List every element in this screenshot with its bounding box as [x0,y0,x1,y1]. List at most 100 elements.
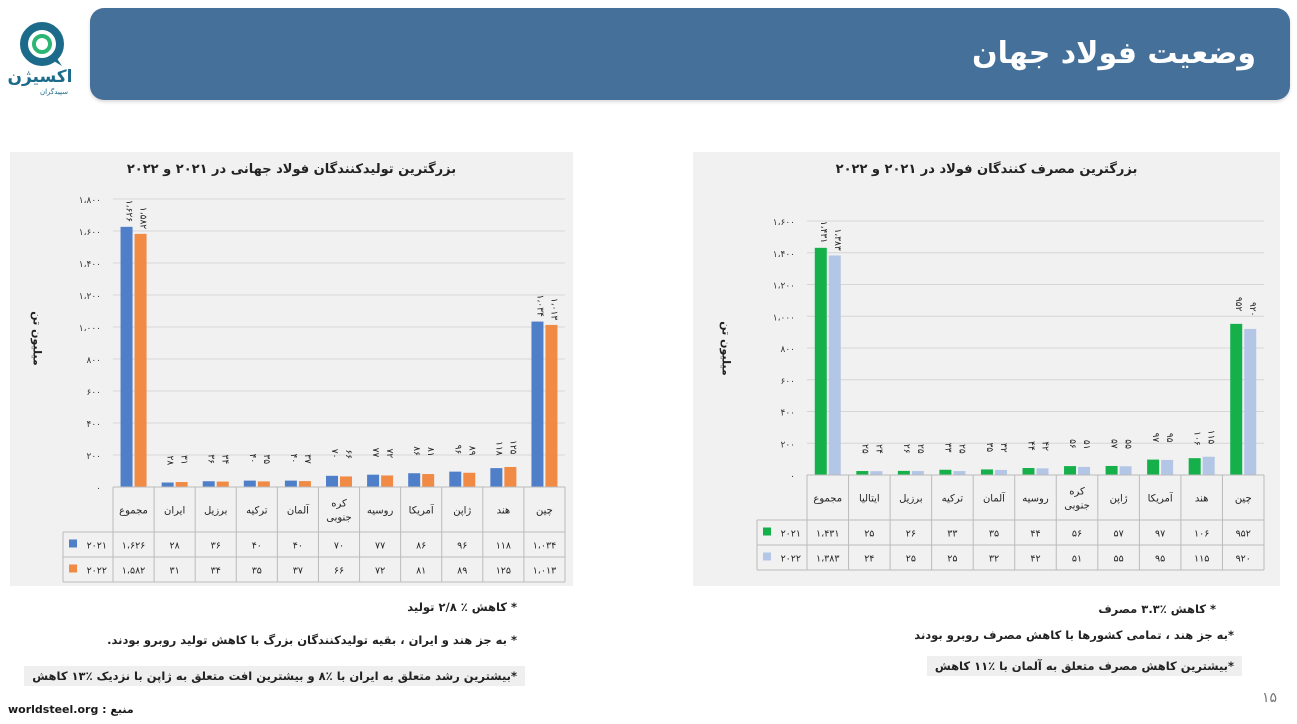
production-chart-title: بزرگترین تولیدکنندگان فولاد جهانی در ۲۰۲… [126,162,457,177]
production-table-value: ٣۵ [252,566,262,577]
production-table-value: ٣۶ [211,541,221,552]
source-label: worldsteel.org : منبع [8,703,134,716]
production-data-label: ٧٢ [384,448,394,458]
production-data-label: ١٢۵ [507,440,517,455]
consumption-bar [1078,466,1091,475]
consumption-table-value: ٢۴ [864,554,874,565]
production-bar [449,471,462,487]
consumption-category-label: جنوبی [1064,501,1089,512]
production-chart: ٠ ٢٠٠ ۴٠٠ ۶٠٠ ٨٠٠ ١،٠٠٠ ١،٢٠٠ ١،۴٠٠ ١،۶٠٠ ١،٨٠٠ ١،… [62,196,566,583]
consumption-data-label: ٩٢٠ [1247,302,1257,317]
production-category-label: برزیل [204,506,228,517]
production-bar [298,481,311,487]
consumption-table-value: ۵١ [1072,554,1082,565]
production-y-tick-label: ١،۴٠٠ [79,260,101,270]
production-note-1: * کاهش ٪ ۲/۸ تولید [407,600,517,614]
production-bar [326,475,338,487]
consumption-data-label: ٣٣ [942,443,952,453]
consumption-category-label: برزیل [899,494,923,505]
consumption-legend-swatch [763,552,771,561]
production-data-label: ٣۴ [220,455,230,465]
production-table-value: ۴٠ [252,541,262,552]
production-table-value: ٧٧ [375,541,385,552]
consumption-bar [1119,466,1132,475]
consumption-data-label: ٣۵ [984,442,994,452]
production-bar [257,481,270,487]
production-category-label: ژاپن [453,506,471,517]
production-data-label: ١،۵٨٢ [138,207,148,229]
consumption-bar [994,469,1007,475]
production-data-label: ٨٩ [466,446,476,456]
consumption-note-1: * کاهش ٪۳.۳ مصرف [1098,602,1216,616]
production-table-value: ١،٠١٣ [533,566,556,577]
consumption-legend-label: ۲۰۲۱ [781,529,801,540]
production-bar [175,482,188,487]
production-category-label: ایران [164,506,185,517]
production-bar [134,233,147,487]
consumption-table-value: ٣٣ [947,529,957,540]
production-data-label: ۶۶ [343,449,353,459]
production-bar [531,321,544,487]
production-bar [243,480,256,487]
consumption-table-value: ١،٣٨٣ [816,554,839,565]
production-table-value: ١١٨ [496,541,511,552]
consumption-chart-panel: بزرگترین مصرف کنندگان فولاد در ۲۰۲۱ و ۲۰… [693,152,1280,586]
production-bar [490,468,503,487]
consumption-bar [1244,328,1257,475]
consumption-table-value: ٩٧ [1155,529,1165,540]
consumption-bar [1147,459,1160,475]
consumption-category-label: روسیه [1022,494,1049,505]
consumption-note-3: *بیشترین کاهش مصرف متعلق به آلمان با ٪۱۱… [926,656,1242,676]
consumption-y-tick-label: ١،۴٠٠ [773,250,795,260]
consumption-y-tick-label: ٢٠٠ [780,440,795,450]
consumption-data-label: ٢۵ [956,444,966,454]
production-data-label: ١،۶٢۶ [124,200,134,222]
consumption-data-label: ٩۵٢ [1233,297,1243,312]
consumption-legend-label: ۲۰۲۲ [781,554,801,565]
production-table-value: ١،۶٢۶ [122,541,146,552]
production-table-value: ١٢۵ [496,566,511,577]
consumption-data-label: ١١۵ [1206,430,1216,445]
consumption-bar [1022,468,1035,475]
production-table-value: ٣۴ [211,566,221,577]
production-y-tick-label: ١،۶٠٠ [79,228,101,238]
page-number: ۱۵ [1262,690,1278,706]
production-data-label: ٢٨ [165,456,175,466]
consumption-table-value: ٩۵٢ [1236,529,1251,540]
consumption-bar [1202,456,1215,475]
production-table-value: ٨٩ [457,566,467,577]
production-category-label: آمریکا [409,504,435,517]
production-data-label: ٧٧ [370,448,380,458]
consumption-table-value: ١١۵ [1194,554,1209,565]
consumption-data-label: ٩٧ [1150,433,1160,443]
consumption-category-label: کره [1069,487,1085,498]
consumption-category-label: آمریکا [1148,492,1174,505]
consumption-category-label: ژاپن [1110,494,1128,505]
production-category-label: جنوبی [326,513,351,524]
production-table-value: ٧٢ [375,566,385,577]
consumption-data-label: ۴٢ [1040,441,1050,451]
consumption-bar [1105,465,1118,475]
consumption-table-value: ٣۵ [989,529,999,540]
production-data-label: ۴٠ [247,454,257,464]
production-table-value: ٣١ [170,566,180,577]
production-y-tick-label: ١،٢٠٠ [79,292,101,302]
consumption-data-label: ٢۶ [901,444,911,454]
consumption-data-label: ۵١ [1081,440,1091,450]
production-bar [120,226,133,487]
consumption-category-label: هند [1195,494,1209,505]
consumption-y-tick-label: ۶٠٠ [780,377,795,387]
consumption-y-tick-label: ٠ [790,472,795,482]
production-bar [216,481,229,487]
production-legend-swatch [69,539,77,548]
consumption-data-label: ٩۵ [1164,433,1174,443]
production-bar [504,467,517,487]
consumption-bar [828,255,841,475]
production-bar [202,481,215,487]
consumption-bar [953,471,966,475]
consumption-table-value: ١،۴٣١ [816,529,840,540]
consumption-table-value: ٢۵ [906,554,916,565]
production-chart-panel: بزرگترین تولیدکنندگان فولاد جهانی در ۲۰۲… [10,152,573,586]
consumption-bar [1036,468,1049,475]
consumption-category-label: مجموع [813,494,842,505]
